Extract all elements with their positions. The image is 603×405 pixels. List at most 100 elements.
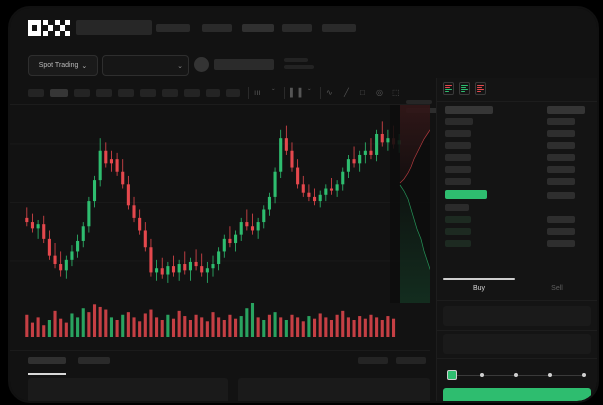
timeframe-6[interactable] <box>162 89 178 97</box>
orderbook-ask-row[interactable] <box>445 166 471 173</box>
tab-buy[interactable]: Buy <box>472 285 486 292</box>
orderbook-ask-row[interactable] <box>445 154 471 161</box>
candlestick-svg <box>10 121 430 337</box>
slider-handle[interactable] <box>447 370 457 380</box>
active-side-underline <box>443 278 515 280</box>
trade-side-panel: Buy Sell <box>436 78 597 401</box>
volume-series <box>25 303 396 337</box>
top-navigation-bar <box>10 16 597 40</box>
orderbook-bid-row[interactable] <box>445 204 469 211</box>
active-tab-underline <box>28 373 66 375</box>
orderbook-size-row <box>547 216 575 223</box>
slider-tick-100[interactable] <box>582 373 586 377</box>
camera-icon[interactable]: □ <box>360 88 365 97</box>
timeframe-5[interactable] <box>140 89 156 97</box>
settings-icon[interactable]: ◎ <box>376 88 383 97</box>
pair-coin-avatar <box>194 57 209 72</box>
orderbook-both-icon[interactable] <box>443 82 454 95</box>
nav-item-3[interactable] <box>282 24 312 32</box>
pair-price-value <box>284 65 314 69</box>
candle-series <box>25 121 401 283</box>
timeframe-1[interactable] <box>50 89 68 97</box>
orderbook-size-row <box>547 178 575 185</box>
amount-slider[interactable] <box>447 370 589 380</box>
orderbook-size-row <box>547 118 575 125</box>
orderbook-bid-row[interactable] <box>445 240 471 247</box>
place-order-button[interactable] <box>443 388 591 401</box>
fullscreen-icon[interactable]: ⬚ <box>392 88 400 97</box>
line-tool-icon[interactable]: ∿ <box>326 88 333 97</box>
orders-tab-1[interactable] <box>78 357 110 364</box>
order-side-tabs: Buy Sell <box>437 278 597 300</box>
depth-chart-overlay <box>390 105 430 303</box>
orderbook-bid-row[interactable] <box>445 216 471 223</box>
chart-toolbar: ııı ˇ ▌▐ ˇ ∿ ╱ □ ◎ ⬚ <box>10 84 430 105</box>
orders-action-0[interactable] <box>358 357 388 364</box>
panel-divider-2 <box>437 300 597 301</box>
toolbar-divider-3 <box>320 87 321 99</box>
orderbook-size-row <box>547 228 575 235</box>
chevron-down-icon[interactable]: ˇ <box>272 88 275 97</box>
field-divider-1 <box>437 358 597 359</box>
okx-logo-icon[interactable] <box>28 20 70 36</box>
trading-pair-selector[interactable]: ⌄ <box>102 55 189 76</box>
order-book[interactable] <box>437 104 597 276</box>
timeframe-7[interactable] <box>184 89 200 97</box>
orderbook-asks-icon[interactable] <box>475 82 486 95</box>
toolbar-divider-2 <box>284 87 285 99</box>
search-input[interactable] <box>76 20 152 35</box>
orderbook-size-row <box>547 166 575 173</box>
orderbook-spread-row <box>445 190 487 199</box>
slider-tick-50[interactable] <box>514 373 518 377</box>
pair-price-label <box>284 58 308 62</box>
tab-sell[interactable]: Sell <box>551 285 563 292</box>
orderbook-ask-row[interactable] <box>445 178 471 185</box>
nav-item-2[interactable] <box>242 24 274 32</box>
orderbook-size-row <box>547 154 575 161</box>
chart-type-icon[interactable]: ▌▐ <box>290 88 302 97</box>
orderbook-size-row <box>547 142 575 149</box>
device-frame: Spot Trading ⌄ ⌄ <box>8 6 599 403</box>
orderbook-ask-row[interactable] <box>445 118 473 125</box>
trading-mode-label: Spot Trading <box>38 62 79 69</box>
field-divider-0 <box>437 330 597 331</box>
orderbook-ask-row[interactable] <box>445 142 471 149</box>
orderbook-row-header-left <box>445 106 493 114</box>
indicators-icon[interactable]: ııı <box>254 88 261 97</box>
order-field-1[interactable] <box>443 334 591 354</box>
order-field-2[interactable] <box>443 340 591 362</box>
orderbook-size-row <box>547 240 575 247</box>
order-field-0[interactable] <box>443 306 591 326</box>
timeframe-8[interactable] <box>206 89 220 97</box>
nav-item-0[interactable] <box>156 24 190 32</box>
trading-mode-selector[interactable]: Spot Trading ⌄ <box>28 55 98 76</box>
slider-tick-25[interactable] <box>480 373 484 377</box>
chart-gridlines <box>10 143 430 262</box>
stat-label <box>406 100 432 104</box>
orderbook-size-row <box>547 130 575 137</box>
timeframe-9[interactable] <box>226 89 240 97</box>
timeframe-3[interactable] <box>96 89 112 97</box>
app-screen: Spot Trading ⌄ ⌄ <box>10 8 597 401</box>
orders-panel-left <box>28 378 228 401</box>
chevron-down-icon-2[interactable]: ˇ <box>308 88 311 97</box>
orders-tab-bar <box>10 350 430 375</box>
orderbook-view-modes <box>443 82 486 98</box>
chevron-down-icon: ⌄ <box>81 62 88 70</box>
timeframe-0[interactable] <box>28 89 44 97</box>
orderbook-bids-icon[interactable] <box>459 82 470 95</box>
timeframe-4[interactable] <box>118 89 134 97</box>
orders-panel-right <box>238 378 430 401</box>
orderbook-ask-row[interactable] <box>445 130 471 137</box>
orders-action-1[interactable] <box>396 357 426 364</box>
nav-item-1[interactable] <box>202 24 232 32</box>
orders-tab-0[interactable] <box>28 357 66 364</box>
nav-item-4[interactable] <box>322 24 356 32</box>
magnet-icon[interactable]: ╱ <box>344 88 349 97</box>
price-chart[interactable] <box>10 105 430 345</box>
orderbook-size-row <box>547 192 575 199</box>
timeframe-2[interactable] <box>74 89 90 97</box>
orderbook-row-header-right <box>547 106 585 114</box>
slider-tick-75[interactable] <box>548 373 552 377</box>
orderbook-bid-row[interactable] <box>445 228 471 235</box>
